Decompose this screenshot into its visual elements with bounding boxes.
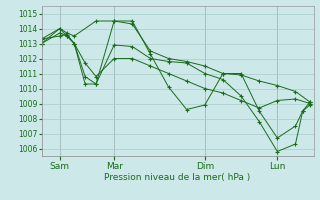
X-axis label: Pression niveau de la mer( hPa ): Pression niveau de la mer( hPa ) bbox=[104, 173, 251, 182]
